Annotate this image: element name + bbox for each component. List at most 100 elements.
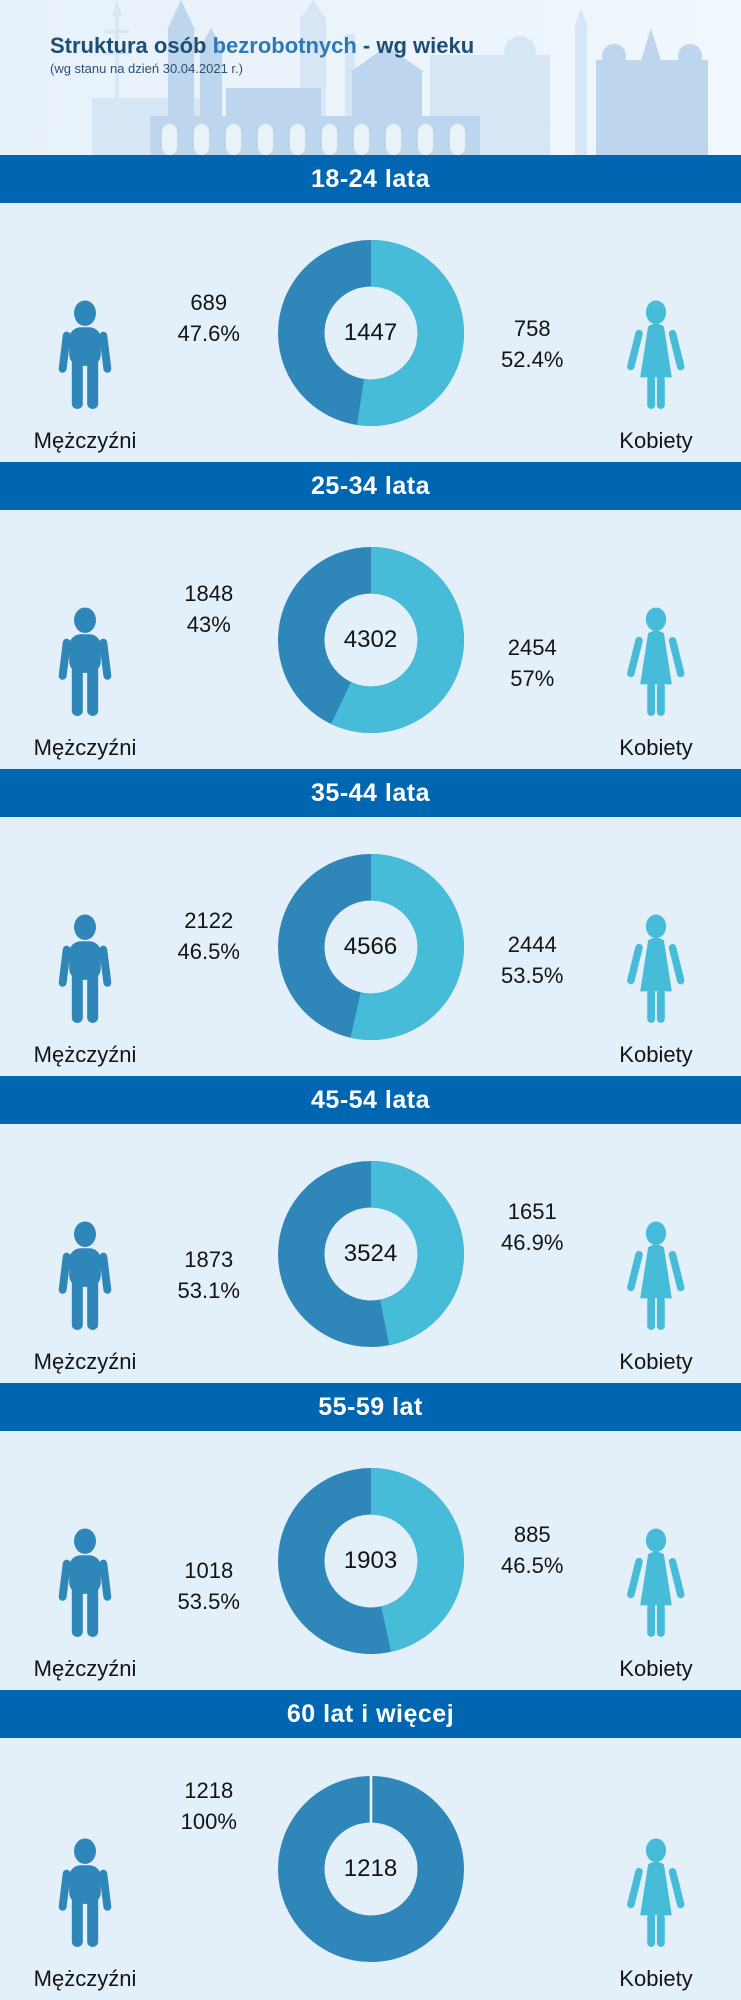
men-value-label: 1873 53.1% — [150, 1245, 268, 1307]
section-header-bar: 55-59 lat — [0, 1383, 741, 1431]
women-label: Kobiety — [619, 1966, 693, 1991]
total-count: 1903 — [343, 1546, 398, 1574]
men-figure: Mężczyźni — [30, 1124, 140, 1383]
page-title: Struktura osób bezrobotnych - wg wieku — [50, 33, 474, 59]
men-percent: 47.6% — [177, 320, 240, 346]
age-group-title: 60 lat i więcej — [286, 1699, 455, 1728]
woman-icon — [625, 1528, 687, 1644]
page-header: Struktura osób bezrobotnych - wg wieku (… — [0, 0, 741, 155]
age-section-55-59: 55-59 lat Mężczyźni 1018 53.5% 1903 885 … — [0, 1383, 741, 1690]
woman-icon — [625, 1838, 687, 1954]
women-percent: 52.4% — [501, 346, 564, 372]
women-figure: Kobiety — [601, 510, 711, 769]
donut-chart: 1903 — [277, 1467, 464, 1654]
donut-chart: 1218 — [277, 1776, 464, 1962]
man-icon — [54, 300, 116, 416]
women-count: 2454 — [507, 634, 557, 660]
men-count: 689 — [190, 289, 228, 315]
women-value-label: 2444 53.5% — [473, 930, 591, 992]
women-label: Kobiety — [619, 1656, 693, 1681]
women-percent: 53.5% — [501, 962, 564, 988]
woman-icon — [625, 607, 687, 723]
women-count: 2444 — [507, 931, 557, 957]
section-header-bar: 25-34 lata — [0, 462, 741, 510]
title-suffix: - wg wieku — [356, 33, 475, 58]
women-figure: Kobiety — [601, 1738, 711, 2000]
men-label: Mężczyźni — [33, 428, 137, 453]
men-label: Mężczyźni — [33, 735, 137, 760]
age-group-title: 25-34 lata — [311, 471, 430, 500]
women-count: 885 — [513, 1521, 551, 1547]
age-section-18-24: 18-24 lata Mężczyźni 689 47.6% 1447 758 … — [0, 155, 741, 462]
women-figure: Kobiety — [601, 817, 711, 1076]
men-percent: 53.1% — [177, 1277, 240, 1303]
age-group-title: 18-24 lata — [311, 164, 430, 193]
title-prefix: Struktura osób — [50, 33, 213, 58]
age-section-35-44: 35-44 lata Mężczyźni 2122 46.5% 4566 244… — [0, 769, 741, 1076]
section-body: Mężczyźni 1848 43% 4302 2454 57% Kobiety — [0, 510, 741, 769]
men-count: 1848 — [184, 580, 234, 606]
men-label: Mężczyźni — [33, 1042, 137, 1067]
age-section-45-54: 45-54 lata Mężczyźni 1873 53.1% 3524 165… — [0, 1076, 741, 1383]
man-icon — [54, 1528, 116, 1644]
women-value-label: 885 46.5% — [473, 1520, 591, 1582]
title-highlight: bezrobotnych — [212, 33, 357, 58]
age-section-25-34: 25-34 lata Mężczyźni 1848 43% 4302 2454 … — [0, 462, 741, 769]
section-body: Mężczyźni 2122 46.5% 4566 2444 53.5% Kob… — [0, 817, 741, 1076]
men-count: 1218 — [184, 1778, 234, 1804]
section-header-bar: 45-54 lata — [0, 1076, 741, 1124]
men-value-label: 1018 53.5% — [150, 1556, 268, 1618]
men-percent: 46.5% — [177, 938, 240, 964]
women-figure: Kobiety — [601, 1431, 711, 1690]
women-percent: 57% — [510, 665, 555, 691]
men-percent: 43% — [186, 611, 231, 637]
women-percent: 46.5% — [501, 1552, 564, 1578]
women-label: Kobiety — [619, 1042, 693, 1067]
total-count: 1218 — [343, 1855, 398, 1882]
donut-chart: 3524 — [277, 1160, 464, 1347]
man-icon — [54, 914, 116, 1030]
age-group-title: 35-44 lata — [311, 778, 430, 807]
men-figure: Mężczyźni — [30, 203, 140, 462]
women-value-label: 1651 46.9% — [473, 1197, 591, 1259]
women-value-label: 758 52.4% — [473, 314, 591, 376]
women-figure: Kobiety — [601, 1124, 711, 1383]
women-count: 1651 — [507, 1198, 557, 1224]
men-label: Mężczyźni — [33, 1966, 137, 1991]
total-count: 4302 — [343, 625, 398, 653]
men-value-label: 1848 43% — [150, 579, 268, 641]
man-icon — [54, 1221, 116, 1337]
woman-icon — [625, 914, 687, 1030]
age-section-60-plus: 60 lat i więcej Mężczyźni 1218 100% 1218… — [0, 1690, 741, 2000]
women-percent: 46.9% — [501, 1229, 564, 1255]
women-value-label: 2454 57% — [473, 633, 591, 695]
section-body: Mężczyźni 689 47.6% 1447 758 52.4% Kobie… — [0, 203, 741, 462]
men-percent: 53.5% — [177, 1588, 240, 1614]
total-count: 3524 — [343, 1239, 398, 1267]
donut-chart: 4302 — [277, 546, 464, 733]
age-group-title: 55-59 lat — [318, 1392, 423, 1421]
women-label: Kobiety — [619, 735, 693, 760]
men-figure: Mężczyźni — [30, 1431, 140, 1690]
men-count: 1018 — [184, 1557, 234, 1583]
city-skyline-graphic — [92, 0, 708, 155]
page-subtitle: (wg stanu na dzień 30.04.2021 r.) — [50, 61, 243, 76]
section-body: Mężczyźni 1018 53.5% 1903 885 46.5% Kobi… — [0, 1431, 741, 1690]
section-body: Mężczyźni 1873 53.1% 3524 1651 46.9% Kob… — [0, 1124, 741, 1383]
donut-chart: 4566 — [277, 853, 464, 1040]
section-header-bar: 60 lat i więcej — [0, 1690, 741, 1738]
section-header-bar: 18-24 lata — [0, 155, 741, 203]
age-group-title: 45-54 lata — [311, 1085, 430, 1114]
men-value-label: 1218 100% — [150, 1776, 268, 1838]
man-icon — [54, 607, 116, 723]
men-count: 2122 — [184, 907, 234, 933]
man-icon — [54, 1838, 116, 1954]
men-value-label: 689 47.6% — [150, 288, 268, 350]
women-count: 758 — [513, 315, 551, 341]
men-value-label: 2122 46.5% — [150, 906, 268, 968]
women-label: Kobiety — [619, 1349, 693, 1374]
woman-icon — [625, 1221, 687, 1337]
section-header-bar: 35-44 lata — [0, 769, 741, 817]
men-figure: Mężczyźni — [30, 817, 140, 1076]
total-count: 1447 — [343, 318, 398, 346]
